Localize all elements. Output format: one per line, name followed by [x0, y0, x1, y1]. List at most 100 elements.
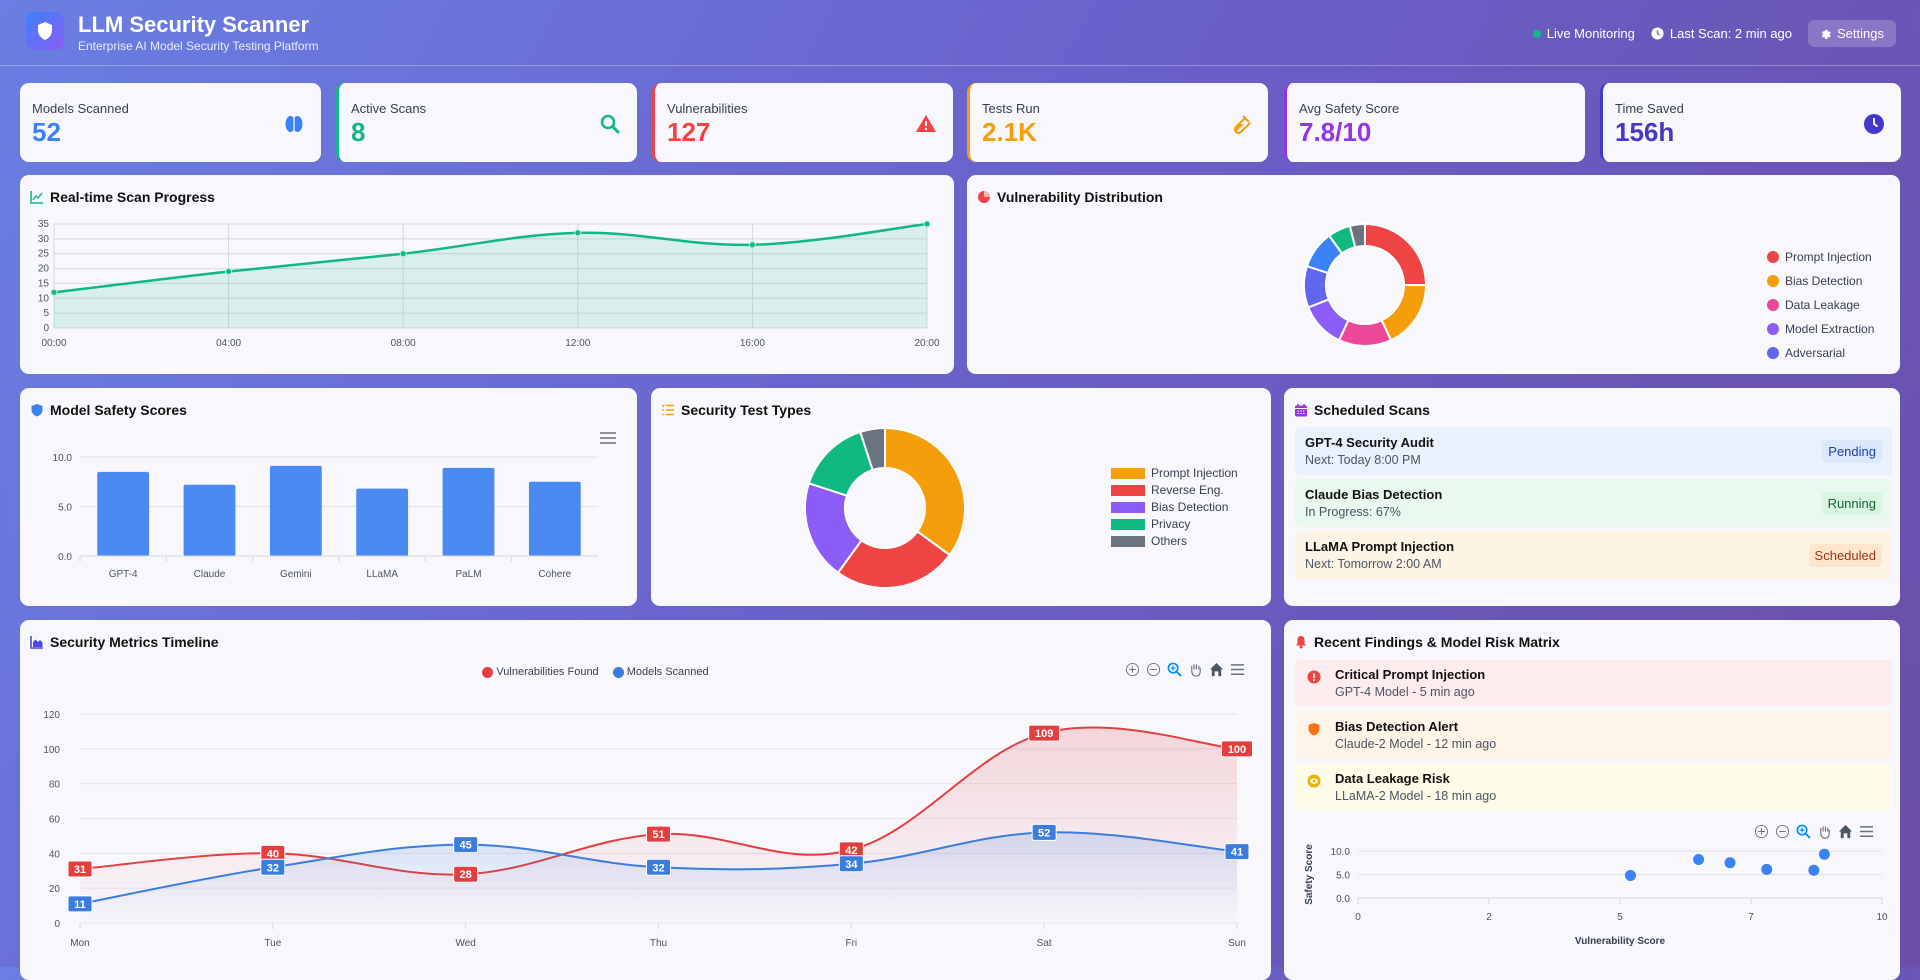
- donut-slice[interactable]: [1364, 222, 1428, 286]
- y-tick-label: 35: [38, 219, 50, 230]
- data-point[interactable]: [748, 241, 756, 249]
- data-point[interactable]: [923, 220, 931, 228]
- settings-button[interactable]: Settings: [1808, 20, 1896, 47]
- data-label: 28: [460, 869, 472, 881]
- legend-item[interactable]: Adversarial: [1767, 346, 1845, 360]
- timeline-area-chart: 0 20 40 60 80 100 120 Mon Tue Wed Thu Fri Sat Sun 31 40…: [43, 710, 1253, 949]
- bar[interactable]: [97, 471, 150, 556]
- recent-findings-panel: Recent Findings & Model Risk Matrix Crit…: [1284, 620, 1900, 980]
- series-line: [53, 222, 928, 294]
- legend-item[interactable]: Model Extraction: [1767, 322, 1874, 336]
- bar[interactable]: [269, 465, 322, 556]
- scan-detail: Next: Today 8:00 PM: [1305, 453, 1421, 467]
- scatter-point[interactable]: [1808, 864, 1820, 876]
- scheduled-scan-item[interactable]: LLaMA Prompt Injection Next: Tomorrow 2:0…: [1295, 531, 1892, 579]
- bar[interactable]: [183, 484, 236, 556]
- stat-card-vulnerabilities: Vulnerabilities 127: [652, 83, 953, 162]
- x-tick-label: Tue: [264, 938, 281, 949]
- donut-slice[interactable]: [1348, 222, 1366, 249]
- status-badge: Pending: [1822, 440, 1882, 463]
- x-tick-label: Fri: [845, 938, 857, 949]
- settings-label: Settings: [1837, 26, 1884, 41]
- safety-scores-bar-chart: 0.0 5.0 10.0 GPT-4 Claude Gemini LLaMA PaLM Cohe…: [53, 453, 598, 580]
- scheduled-scan-item[interactable]: Claude Bias Detection In Progress: 67% Run…: [1295, 479, 1892, 527]
- legend-item[interactable]: Bias Detection: [1111, 500, 1228, 514]
- selection-zoom-icon[interactable]: [1167, 662, 1184, 679]
- panel-title: Recent Findings & Model Risk Matrix: [1314, 634, 1560, 650]
- bar[interactable]: [356, 488, 409, 556]
- scatter-point[interactable]: [1724, 857, 1736, 869]
- menu-icon[interactable]: [1230, 662, 1247, 679]
- home-icon[interactable]: [1209, 662, 1226, 679]
- zoom-in-icon[interactable]: [1125, 662, 1142, 679]
- panel-title: Security Metrics Timeline: [50, 634, 219, 650]
- pan-hand-icon[interactable]: [1817, 824, 1834, 841]
- selection-zoom-icon[interactable]: [1796, 824, 1813, 841]
- finding-item[interactable]: Bias Detection Alert Claude-2 Model - 12 …: [1295, 712, 1892, 758]
- scatter-point[interactable]: [1761, 863, 1773, 875]
- stat-card-time-saved: Time Saved 156h: [1600, 83, 1901, 162]
- y-tick-label: 0: [54, 919, 60, 930]
- scatter-point[interactable]: [1818, 848, 1830, 860]
- data-label-box: [453, 836, 479, 854]
- data-label: 32: [652, 862, 664, 874]
- home-icon[interactable]: [1838, 824, 1855, 841]
- bar[interactable]: [442, 467, 495, 556]
- data-label-box: [260, 858, 286, 876]
- finding-item[interactable]: Data Leakage Risk LLaMA-2 Model - 18 min …: [1295, 764, 1892, 810]
- data-point[interactable]: [225, 268, 233, 276]
- legend-item[interactable]: Privacy: [1111, 517, 1190, 531]
- legend-item[interactable]: Vulnerabilities Found: [482, 666, 599, 678]
- donut-slice[interactable]: [836, 530, 952, 589]
- zoom-out-icon[interactable]: [1146, 662, 1163, 679]
- data-point[interactable]: [574, 229, 582, 237]
- legend-item[interactable]: Prompt Injection: [1111, 466, 1238, 480]
- x-tick-label: Claude: [194, 569, 226, 580]
- x-tick-label: LLaMA: [366, 569, 398, 580]
- stat-label: Vulnerabilities: [667, 101, 748, 116]
- y-tick-label: 5.0: [58, 503, 72, 514]
- app-subtitle: Enterprise AI Model Security Testing Pla…: [78, 39, 319, 53]
- donut-slice[interactable]: [859, 426, 886, 472]
- scatter-point[interactable]: [1693, 853, 1705, 865]
- stat-label: Active Scans: [351, 101, 427, 116]
- legend-label: Vulnerabilities Found: [496, 666, 599, 678]
- area-fill: [54, 224, 927, 328]
- menu-icon[interactable]: [1859, 824, 1876, 841]
- chart-area-icon: [30, 636, 43, 649]
- data-point[interactable]: [50, 288, 58, 296]
- scheduled-scan-item[interactable]: GPT-4 Security Audit Next: Today 8:00 PM P…: [1295, 427, 1892, 475]
- scatter-point[interactable]: [1624, 869, 1636, 881]
- donut-slice[interactable]: [884, 426, 966, 557]
- stat-value: 52: [32, 117, 61, 147]
- pie-chart-icon: [978, 191, 990, 203]
- data-label-box: [67, 860, 93, 878]
- bar[interactable]: [528, 481, 581, 556]
- pan-hand-icon[interactable]: [1188, 662, 1205, 679]
- x-tick-label: Gemini: [280, 569, 312, 580]
- legend-label: Prompt Injection: [1785, 250, 1872, 264]
- data-label: 51: [652, 829, 664, 841]
- shield-icon: [1547, 113, 1569, 135]
- legend-item[interactable]: Models Scanned: [612, 666, 709, 678]
- legend-swatch: [1767, 323, 1779, 335]
- data-point[interactable]: [399, 250, 407, 258]
- legend-item[interactable]: Reverse Eng.: [1111, 483, 1224, 497]
- legend-item[interactable]: Bias Detection: [1767, 274, 1862, 288]
- stat-value: 156h: [1615, 117, 1675, 147]
- stat-value: 8: [351, 117, 366, 147]
- scan-name: GPT-4 Security Audit: [1305, 435, 1434, 450]
- live-dot-icon: [1532, 29, 1541, 38]
- shield-icon: [31, 404, 43, 417]
- legend-item[interactable]: Data Leakage: [1767, 298, 1860, 312]
- legend-item[interactable]: Prompt Injection: [1767, 250, 1872, 264]
- finding-item[interactable]: Critical Prompt Injection GPT-4 Model - 5…: [1295, 660, 1892, 706]
- panel-title: Security Test Types: [681, 402, 812, 418]
- security-metrics-timeline-panel: Security Metrics Timeline Vulnerabilitie…: [20, 620, 1271, 980]
- legend-swatch: [1767, 275, 1779, 287]
- legend-item[interactable]: Others: [1111, 534, 1187, 548]
- zoom-in-icon[interactable]: [1754, 824, 1771, 841]
- donut-slice[interactable]: [1380, 284, 1428, 342]
- zoom-out-icon[interactable]: [1775, 824, 1792, 841]
- chart-menu-icon[interactable]: [600, 432, 616, 444]
